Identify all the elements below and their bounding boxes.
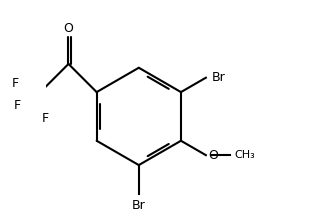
Text: Br: Br — [132, 199, 146, 212]
Text: F: F — [14, 99, 21, 112]
Text: F: F — [41, 112, 49, 125]
Text: O: O — [208, 149, 218, 162]
Text: O: O — [64, 22, 74, 35]
Text: Br: Br — [211, 71, 225, 84]
Text: F: F — [12, 77, 19, 90]
Text: CH₃: CH₃ — [235, 150, 255, 160]
